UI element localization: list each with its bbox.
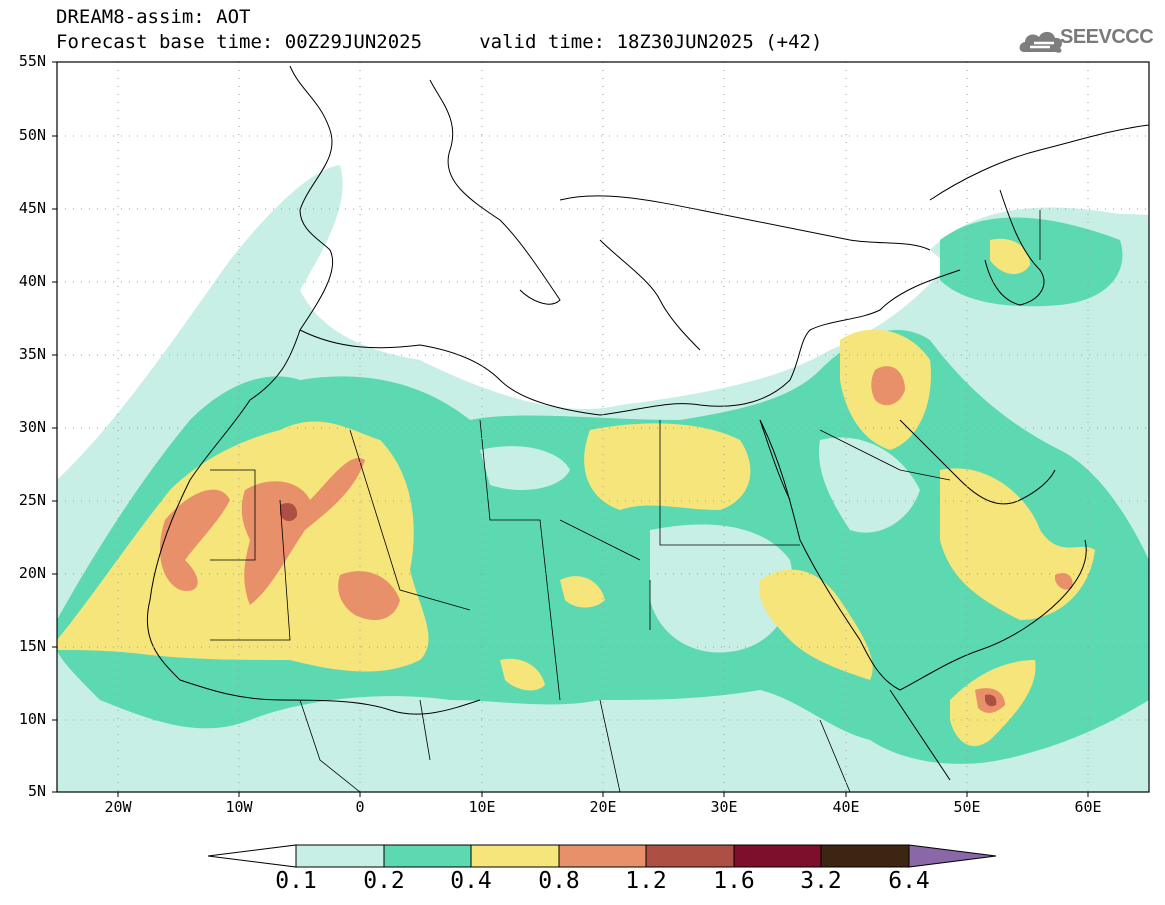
colorbar-label: 0.4	[450, 868, 492, 894]
lon-tick-label: 60E	[1074, 798, 1102, 816]
colorbar	[207, 844, 997, 868]
lat-tick-label: 20N	[18, 564, 46, 582]
colorbar-cell-below-0.1	[207, 844, 297, 868]
lat-tick-label: 5N	[27, 782, 46, 800]
colorbar-label: 0.1	[275, 868, 317, 894]
colorbar-label: 0.8	[538, 868, 580, 894]
colorbar-cell-1.6-3.2	[733, 844, 822, 868]
lat-tick-label: 10N	[18, 710, 46, 728]
colorbar-label: 6.4	[888, 868, 930, 894]
lon-tick-label: 50E	[953, 798, 981, 816]
lon-tick-label: 40E	[832, 798, 860, 816]
aot-band-1.2	[280, 503, 997, 707]
lat-tick-label: 55N	[18, 52, 46, 70]
lat-tick-label: 50N	[18, 126, 46, 144]
lon-tick-label: 10E	[468, 798, 496, 816]
colorbar-cell-above-6.4	[908, 844, 997, 868]
colorbar-label: 1.6	[713, 868, 755, 894]
lon-tick-label: 20W	[104, 798, 132, 816]
colorbar-cell-3.2-6.4	[820, 844, 910, 868]
colorbar-cell-0.8-1.2	[558, 844, 647, 868]
aot-band-0.1-interior	[480, 437, 920, 653]
lat-tick-label: 40N	[18, 272, 46, 290]
coastlines	[146, 65, 1149, 781]
lon-tick-label: 30E	[710, 798, 738, 816]
forecast-time-subtitle: Forecast base time: 00Z29JUN2025 valid t…	[56, 31, 823, 53]
lat-tick-label: 30N	[18, 418, 46, 436]
axis-ticks	[52, 61, 1089, 797]
colorbar-label: 1.2	[625, 868, 667, 894]
cloud-icon	[1019, 31, 1063, 53]
country-borders	[210, 210, 1041, 792]
colorbar-cell-0.1-0.2	[295, 844, 385, 868]
lat-tick-label: 45N	[18, 199, 46, 217]
lat-tick-label: 35N	[18, 345, 46, 363]
colorbar-cell-1.2-1.6	[645, 844, 735, 868]
colorbar-label: 3.2	[800, 868, 842, 894]
lat-tick-label: 15N	[18, 637, 46, 655]
colorbar-label: 0.2	[363, 868, 405, 894]
chart-title: DREAM8-assim: AOT	[56, 6, 251, 28]
lon-tick-label: 20E	[589, 798, 617, 816]
colorbar-cell-0.4-0.8	[470, 844, 560, 868]
lon-tick-label: 0	[355, 798, 365, 816]
seevccc-logo-text: SEEVCCC	[1060, 26, 1154, 48]
aot-band-0.8	[160, 366, 1073, 713]
graticule	[57, 62, 1149, 792]
lat-tick-label: 25N	[18, 491, 46, 509]
colorbar-cell-0.2-0.4	[383, 844, 472, 868]
lon-tick-label: 10W	[225, 798, 253, 816]
